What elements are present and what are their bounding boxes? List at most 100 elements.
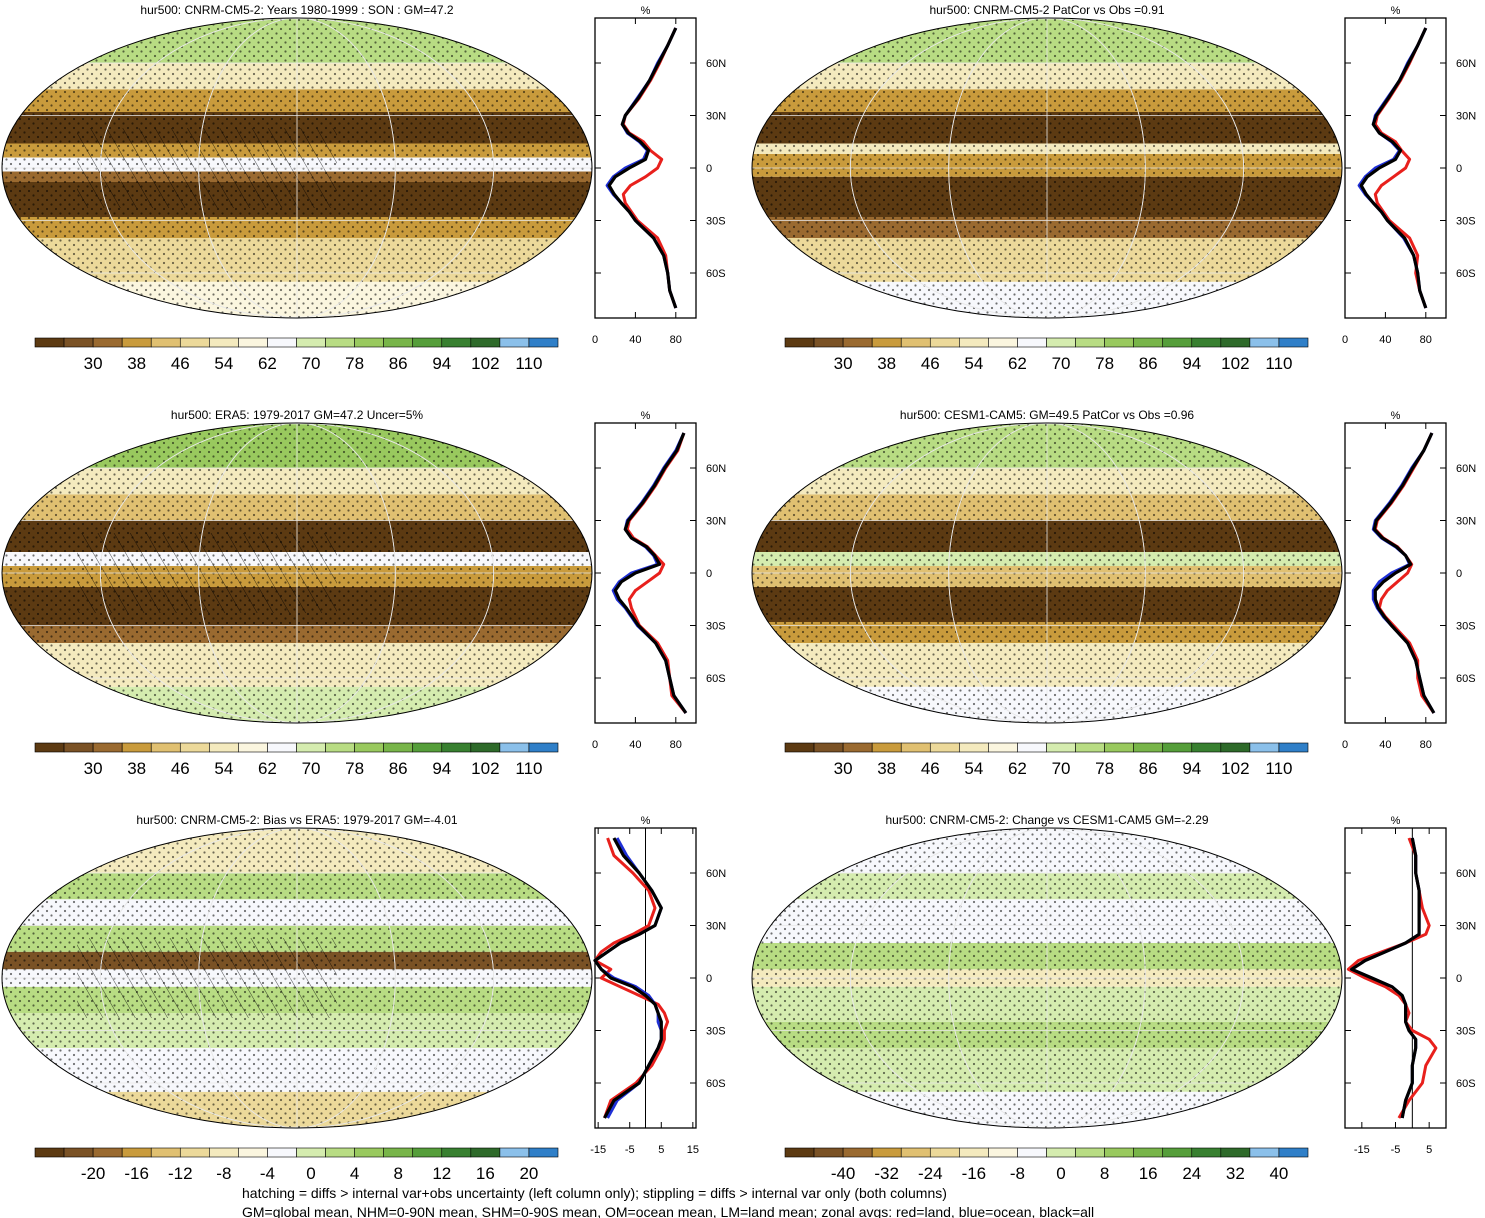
- panel-4: hur500: CESM1-CAM5: GM=49.5 PatCor vs Ob…: [751, 408, 1476, 778]
- colorbar-swatch: [383, 1147, 414, 1158]
- map-field: [2, 423, 592, 723]
- colorbar-swatch: [412, 337, 443, 348]
- panel-2: hur500: CNRM-CM5-2 PatCor vs Obs =0.91 % 0…: [751, 3, 1476, 373]
- footer-line-hatching: hatching = diffs > internal var+obs unce…: [242, 1185, 947, 1201]
- zonal-x-tick-label: 80: [1420, 334, 1432, 346]
- colorbar-label: -8: [1010, 1164, 1025, 1183]
- zonal-x-tick-label: 80: [670, 739, 682, 751]
- colorbar-swatch: [1220, 1147, 1251, 1158]
- colorbar-label: 30: [84, 354, 103, 373]
- zonal-y-tick-label: 30S: [706, 216, 726, 228]
- zonal-x-tick-label: -5: [625, 1144, 635, 1156]
- colorbar-swatch: [1191, 742, 1222, 753]
- map-field: [2, 828, 592, 1128]
- map-outline: [751, 422, 1343, 724]
- map-gridline-lon: [948, 423, 1146, 723]
- colorbar-swatch: [1075, 337, 1105, 348]
- zonal-mean-plot: % -15 -5 5 15 60N 30N 0 30S 60S: [590, 815, 726, 1156]
- map-gridline-lon: [198, 18, 396, 318]
- colorbar-swatch: [784, 337, 815, 348]
- colorbar-label: 46: [921, 759, 940, 778]
- colorbar: 30 38 46 54 62 70 78 86 94 102 110: [34, 337, 559, 373]
- colorbar-swatch: [121, 742, 152, 753]
- colorbar-label: 16: [476, 1164, 495, 1183]
- colorbar-label: 102: [1221, 354, 1249, 373]
- footer-line-means: GM=global mean, NHM=0-90N mean, SHM=0-90…: [242, 1204, 1094, 1218]
- colorbar-swatch: [1104, 742, 1134, 753]
- colorbar-label: 38: [127, 354, 146, 373]
- zonal-unit-label: %: [641, 5, 651, 17]
- colorbar-label: -16: [124, 1164, 149, 1183]
- zonal-x-tick-label: 0: [592, 739, 598, 751]
- zonal-x-tick-label: 5: [658, 1144, 664, 1156]
- colorbar-swatch: [1046, 337, 1076, 348]
- colorbar-label: 78: [345, 759, 364, 778]
- map-gridline-lon: [99, 18, 495, 318]
- colorbar-label: -4: [260, 1164, 275, 1183]
- colorbar-label: 54: [214, 759, 233, 778]
- colorbar-label: 70: [302, 759, 321, 778]
- colorbar-swatch: [842, 337, 873, 348]
- panel-title: hur500: CESM1-CAM5: GM=49.5 PatCor vs Ob…: [900, 408, 1194, 422]
- colorbar: -20 -16 -12 -8 -4 0 4 8 12 16 20: [34, 1147, 559, 1183]
- colorbar-swatch: [1278, 337, 1309, 348]
- zonal-x-tick-label: 15: [687, 1144, 699, 1156]
- colorbar-label: 32: [1226, 1164, 1245, 1183]
- zonal-x-tick-label: 0: [1342, 334, 1348, 346]
- zonal-series-land: [593, 837, 670, 1119]
- zonal-series-all: [593, 837, 663, 1119]
- colorbar-label: 110: [515, 354, 542, 373]
- panel-5: hur500: CNRM-CM5-2: Bias vs ERA5: 1979-2…: [1, 813, 726, 1183]
- colorbar-swatch: [959, 742, 989, 753]
- zonal-x-tick-label: -5: [1391, 1144, 1401, 1156]
- zonal-mean-plot: % 0 40 80 60N 30N 0 30S 60S: [1342, 410, 1476, 751]
- colorbar-label: 38: [127, 759, 146, 778]
- colorbar-swatch: [1162, 742, 1193, 753]
- map-gridline-lon: [198, 423, 396, 723]
- colorbar-swatch: [1249, 742, 1280, 753]
- colorbar-swatch: [871, 337, 902, 348]
- colorbar-swatch: [354, 337, 384, 348]
- zonal-y-tick-label: 0: [1456, 973, 1462, 985]
- colorbar-swatch: [813, 742, 844, 753]
- zonal-y-tick-label: 30N: [1456, 516, 1476, 528]
- zonal-series-all: [1359, 27, 1428, 309]
- colorbar-swatch: [354, 1147, 384, 1158]
- colorbar-swatch: [988, 742, 1018, 753]
- zonal-y-tick-label: 60S: [1456, 673, 1476, 685]
- zonal-series-all: [607, 27, 678, 309]
- colorbar-label: 30: [834, 354, 853, 373]
- colorbar-label: 24: [1182, 1164, 1201, 1183]
- colorbar-label: 20: [519, 1164, 538, 1183]
- zonal-y-tick-label: 30S: [1456, 1026, 1476, 1038]
- map-outline: [751, 827, 1343, 1129]
- colorbar-swatch: [441, 337, 472, 348]
- colorbar-swatch: [209, 1147, 239, 1158]
- colorbar-swatch: [383, 337, 414, 348]
- colorbar-swatch: [900, 1147, 931, 1158]
- colorbar-label: -8: [216, 1164, 231, 1183]
- colorbar-swatch: [842, 742, 873, 753]
- colorbar-swatch: [179, 742, 210, 753]
- colorbar-label: 94: [432, 759, 451, 778]
- colorbar-swatch: [63, 742, 94, 753]
- colorbar-swatch: [238, 742, 268, 753]
- colorbar: 30 38 46 54 62 70 78 86 94 102 110: [784, 337, 1309, 373]
- colorbar-swatch: [959, 1147, 989, 1158]
- colorbar-label: 54: [214, 354, 233, 373]
- colorbar-label: 30: [84, 759, 103, 778]
- colorbar-swatch: [296, 337, 326, 348]
- zonal-x-tick-label: 0: [1342, 739, 1348, 751]
- map-gridline-lon: [849, 423, 1245, 723]
- colorbar-swatch: [354, 742, 384, 753]
- colorbar-swatch: [296, 742, 326, 753]
- colorbar-label: 94: [1182, 759, 1201, 778]
- map-field: [752, 423, 1342, 723]
- map-outline: [1, 422, 593, 724]
- colorbar-swatch: [325, 337, 355, 348]
- colorbar-swatch: [1278, 742, 1309, 753]
- colorbar-swatch: [1046, 1147, 1076, 1158]
- zonal-y-tick-label: 60N: [706, 868, 726, 880]
- zonal-y-tick-label: 30S: [706, 621, 726, 633]
- colorbar-label: 0: [1056, 1164, 1065, 1183]
